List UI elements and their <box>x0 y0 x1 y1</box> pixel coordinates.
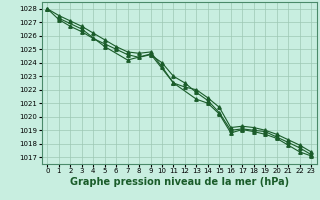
X-axis label: Graphe pression niveau de la mer (hPa): Graphe pression niveau de la mer (hPa) <box>70 177 289 187</box>
